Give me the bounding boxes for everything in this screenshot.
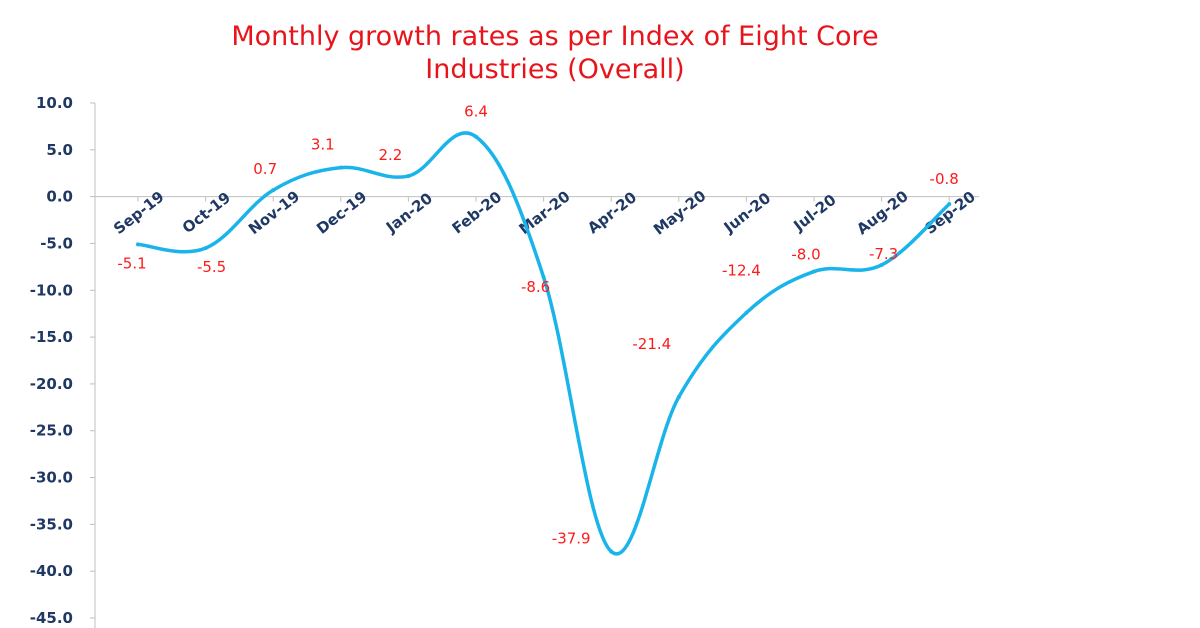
x-tick-label: Oct-19 <box>179 188 234 237</box>
data-label: -0.8 <box>930 170 959 188</box>
data-label: -5.5 <box>197 258 226 276</box>
data-point <box>203 246 208 251</box>
data-point <box>947 202 952 207</box>
data-point <box>338 165 343 170</box>
x-tick-label: Mar-20 <box>516 187 574 238</box>
y-tick-label: -20.0 <box>30 375 73 393</box>
data-label: 0.7 <box>253 160 277 178</box>
data-label: -21.4 <box>632 335 671 353</box>
chart-title-line-1: Monthly growth rates as per Index of Eig… <box>231 21 878 52</box>
data-point <box>676 395 681 400</box>
y-tick-label: 10.0 <box>36 94 73 112</box>
y-tick-label: -45.0 <box>30 609 73 627</box>
data-point <box>744 310 749 315</box>
x-tick-label: Jul-20 <box>789 191 839 236</box>
y-tick-label: -15.0 <box>30 328 73 346</box>
y-tick-label: -35.0 <box>30 515 73 533</box>
x-tick-label: Sep-20 <box>921 187 978 237</box>
data-label: -37.9 <box>552 530 591 548</box>
x-tick-label: Dec-19 <box>313 188 370 238</box>
data-point <box>541 275 546 280</box>
data-label: -8.0 <box>791 246 820 264</box>
y-tick-label: -25.0 <box>30 422 73 440</box>
data-label: -5.1 <box>117 254 146 272</box>
data-point <box>406 174 411 179</box>
x-tick-label: Nov-19 <box>245 187 303 238</box>
y-tick-label: 0.0 <box>46 188 73 206</box>
y-tick-label: -30.0 <box>30 469 73 487</box>
chart-title-line-2: Industries (Overall) <box>425 54 684 85</box>
data-label: 6.4 <box>464 103 488 121</box>
data-point <box>271 188 276 193</box>
data-point <box>812 269 816 274</box>
y-tick-label: -40.0 <box>30 562 73 580</box>
y-tick-label: 5.0 <box>46 141 73 159</box>
data-label: -12.4 <box>722 262 761 280</box>
x-tick-label: Apr-20 <box>584 188 640 237</box>
data-label: 2.2 <box>378 146 402 164</box>
data-point <box>136 242 140 247</box>
data-label: -7.3 <box>869 245 898 263</box>
y-tick-label: -10.0 <box>30 281 73 299</box>
x-tick-label: Aug-20 <box>853 187 911 238</box>
x-tick-label: Sep-19 <box>110 187 167 237</box>
series-line <box>136 131 951 556</box>
data-point <box>879 262 884 267</box>
y-tick-label: -5.0 <box>40 234 73 252</box>
data-point <box>609 549 614 554</box>
data-label: 3.1 <box>311 136 335 154</box>
data-labels: -5.1 -5.5 0.7 3.1 2.2 6.4 -8.6 -37.9 -21.4 -12.4 -… <box>117 103 958 548</box>
data-label: -8.6 <box>521 278 550 296</box>
data-point <box>474 134 478 139</box>
series-line-layer <box>136 131 952 556</box>
x-tick-label: May-20 <box>650 187 710 239</box>
x-tick-label: Feb-20 <box>449 188 506 238</box>
